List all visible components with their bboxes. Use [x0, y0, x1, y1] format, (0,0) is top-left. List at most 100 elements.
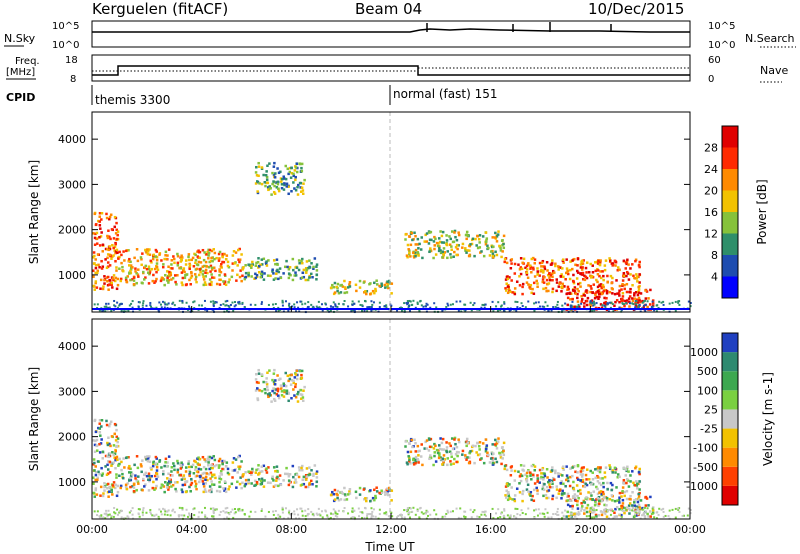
velocity-cell	[279, 377, 282, 381]
power-cell	[488, 254, 492, 257]
power-cell	[624, 299, 627, 303]
power-cell	[343, 291, 346, 295]
velocity-cell	[530, 464, 534, 468]
velocity-cell	[167, 488, 170, 491]
power-cell	[586, 296, 590, 300]
power-cell	[561, 282, 564, 286]
velocity-cell	[107, 513, 110, 516]
power-cell	[573, 286, 577, 289]
velocity-cell	[561, 493, 564, 497]
power-cell	[210, 276, 214, 279]
velocity-cell	[595, 502, 599, 506]
power-cell	[506, 291, 510, 295]
power-cell	[589, 300, 592, 303]
velocity-cell	[337, 498, 341, 502]
velocity-cell	[598, 502, 601, 506]
power-cell	[116, 306, 119, 309]
power-cell	[464, 303, 467, 306]
velocity-cell	[589, 469, 592, 473]
velocity-cell	[98, 515, 101, 518]
velocity-cell	[254, 479, 257, 483]
velocity-cell	[207, 461, 210, 464]
power-cell	[674, 309, 677, 312]
power-cell	[418, 242, 421, 246]
power-cell	[308, 276, 311, 279]
velocity-cell	[631, 506, 635, 510]
velocity-cell	[204, 490, 208, 493]
power-cell	[287, 276, 291, 280]
power-cell	[416, 302, 419, 305]
velocity-cell	[635, 514, 638, 517]
power-cell	[244, 275, 248, 279]
velocity-cell	[407, 455, 410, 458]
power-cell	[288, 306, 291, 309]
power-cell	[260, 263, 264, 266]
velocity-cell	[634, 513, 637, 516]
velocity-cell	[266, 371, 269, 375]
colorbar-segment	[722, 371, 738, 391]
velocity-cell	[538, 481, 541, 484]
power-cell	[98, 236, 101, 239]
velocity-cell	[449, 510, 452, 513]
velocity-cell	[598, 491, 601, 494]
power-cell	[416, 243, 420, 246]
velocity-cell	[662, 507, 665, 510]
velocity-cell	[600, 492, 603, 496]
power-cell	[303, 178, 306, 182]
velocity-cell	[566, 479, 570, 483]
velocity-cell	[564, 484, 567, 488]
power-cell	[277, 189, 281, 193]
power-cell	[493, 236, 497, 239]
power-cell	[98, 224, 102, 227]
velocity-cell	[96, 460, 100, 463]
power-cell	[465, 230, 469, 234]
colorbar-tick-label: 12	[704, 228, 718, 241]
power-cell	[605, 289, 609, 293]
velocity-cell	[284, 384, 288, 388]
velocity-cell	[274, 510, 277, 513]
power-cell	[542, 287, 545, 291]
power-cell	[437, 242, 440, 245]
velocity-cell	[279, 515, 282, 518]
velocity-cell	[500, 446, 504, 449]
velocity-cell	[428, 445, 432, 449]
x-tick-label: 16:00	[475, 523, 507, 536]
velocity-cell	[115, 455, 119, 459]
power-cell	[139, 256, 143, 259]
power-cell	[618, 284, 622, 288]
velocity-cell	[135, 455, 139, 458]
velocity-cell	[207, 458, 211, 462]
power-cell	[519, 272, 523, 276]
power-cell	[574, 292, 577, 295]
power-cell	[167, 248, 171, 251]
velocity-cell	[449, 460, 452, 463]
freq-label: Freq.	[15, 56, 40, 67]
power-cell	[618, 306, 621, 309]
velocity-cell	[603, 475, 607, 479]
velocity-cell	[218, 485, 221, 489]
velocity-cell	[589, 507, 592, 510]
velocity-cell	[390, 489, 394, 492]
power-cell	[484, 231, 488, 234]
velocity-cell	[419, 455, 423, 458]
power-cell	[625, 282, 629, 286]
power-cell	[316, 306, 319, 309]
power-cell	[315, 269, 319, 272]
power-cell	[564, 277, 567, 281]
velocity-cell	[128, 464, 131, 468]
velocity-cell	[224, 490, 228, 494]
velocity-cell	[267, 510, 270, 513]
power-cell	[418, 309, 421, 312]
power-cell	[677, 300, 680, 303]
velocity-cell	[593, 510, 596, 513]
colorbar-tick-label: 28	[704, 142, 718, 155]
power-cell	[199, 261, 203, 264]
velocity-cell	[437, 449, 440, 452]
power-cell	[503, 260, 506, 264]
power-cell	[308, 259, 311, 262]
power-cell	[611, 303, 614, 306]
velocity-cell	[579, 470, 583, 473]
power-cell	[589, 274, 592, 278]
velocity-cell	[397, 515, 400, 518]
